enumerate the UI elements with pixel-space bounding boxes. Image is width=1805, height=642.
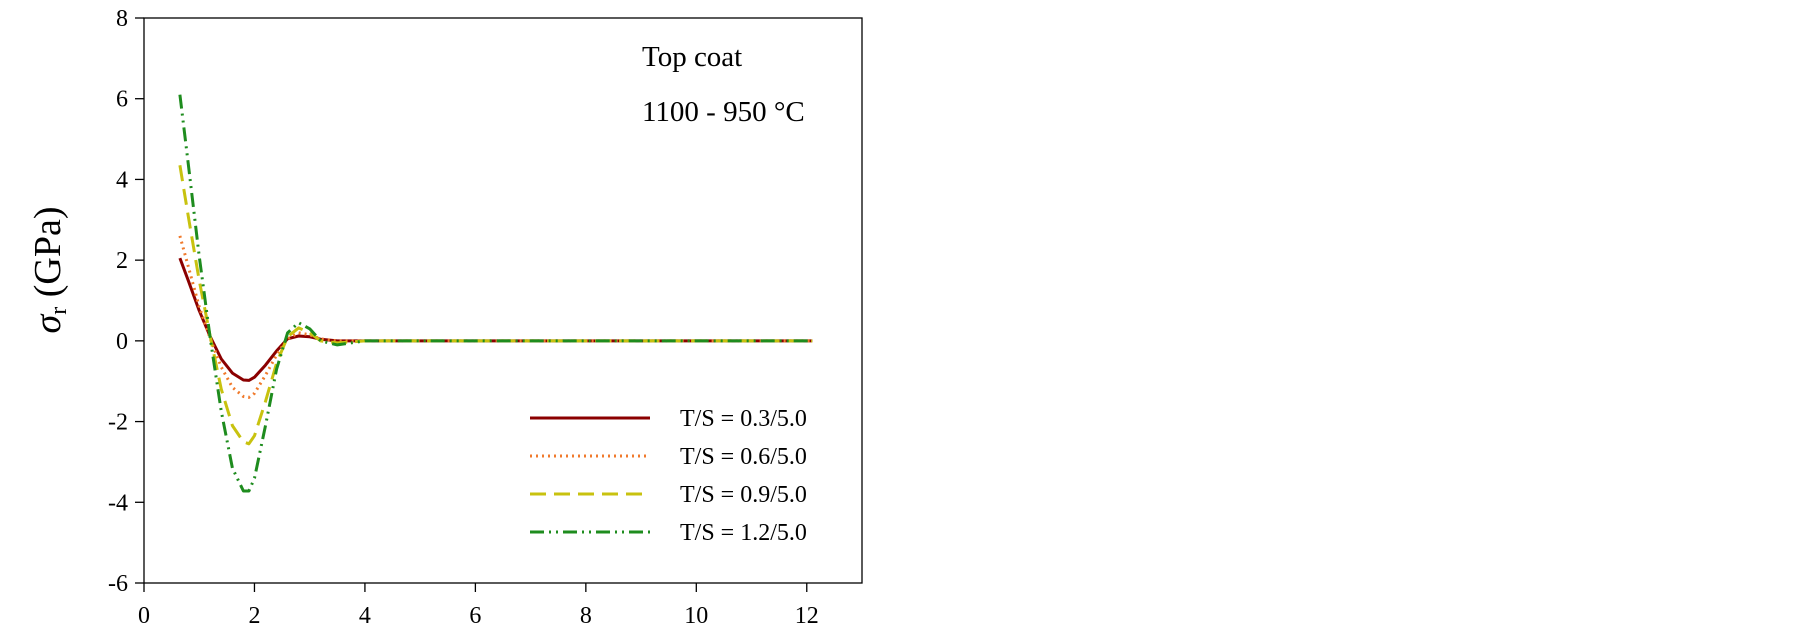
- x-tick-label: 2: [248, 603, 260, 629]
- legend-label-0: T/S = 0.3/5.0: [680, 406, 807, 432]
- y-tick-label: -6: [108, 571, 128, 597]
- y-axis-label-symbol: σ: [27, 314, 69, 334]
- series-line-0: [178, 257, 813, 382]
- y-tick-label: 6: [116, 87, 128, 113]
- x-tick-label: 12: [795, 603, 819, 629]
- plot-area: 0 2 4 6 8 10 12 -6 -4 -2 0 2 4 6 8 Top coat 1100 - 95…: [108, 6, 863, 629]
- x-tick-label: 0: [138, 603, 150, 629]
- y-tick-label: 8: [116, 6, 128, 32]
- y-axis: -6 -4 -2 0 2 4 6 8: [108, 6, 144, 597]
- annotation-top-coat: Top coat: [642, 41, 742, 73]
- y-tick-label: -2: [108, 410, 128, 436]
- plot-frame: [143, 17, 863, 584]
- x-axis: 0 2 4 6 8 10 12: [138, 583, 819, 629]
- series-lines: [178, 94, 813, 493]
- y-axis-label-unit: (GPa): [27, 206, 69, 306]
- annotation-temperature: 1100 - 950 °C: [642, 96, 805, 128]
- x-tick-label: 6: [469, 603, 481, 629]
- y-axis-label-subscript: r: [46, 307, 72, 315]
- x-tick-label: 4: [359, 603, 371, 629]
- series-line-2: [178, 165, 813, 446]
- legend-label-1: T/S = 0.6/5.0: [680, 444, 807, 470]
- y-tick-label: 0: [116, 329, 128, 355]
- y-tick-label: -4: [108, 490, 128, 516]
- legend-label-2: T/S = 0.9/5.0: [680, 482, 807, 508]
- legend: T/S = 0.3/5.0 T/S = 0.6/5.0 T/S = 0.9/5.0 T…: [530, 406, 807, 546]
- x-tick-label: 8: [580, 603, 592, 629]
- y-tick-label: 2: [116, 248, 128, 274]
- legend-label-3: T/S = 1.2/5.0: [680, 520, 807, 546]
- y-tick-label: 4: [116, 167, 128, 193]
- x-tick-label: 10: [684, 603, 708, 629]
- y-axis-label: σr (GPa): [27, 206, 72, 333]
